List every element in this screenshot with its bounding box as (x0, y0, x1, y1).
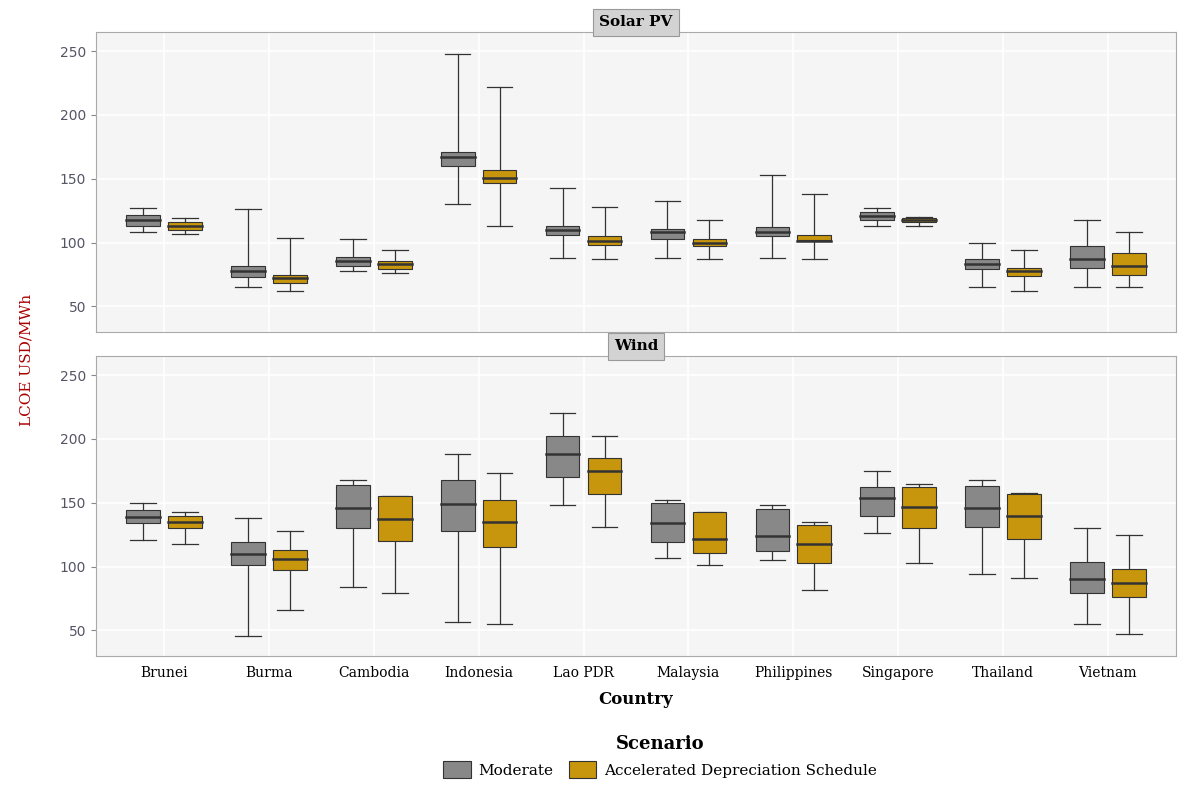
Bar (798, 235, 832, 240)
Bar (274, 550, 307, 570)
Bar (440, 480, 474, 531)
Bar (692, 239, 726, 246)
X-axis label: Country: Country (599, 691, 673, 708)
Bar (378, 261, 412, 270)
Bar (168, 515, 202, 528)
Bar (798, 525, 832, 563)
Bar (1112, 569, 1146, 598)
Bar (965, 259, 998, 270)
Bar (965, 486, 998, 527)
Bar (860, 212, 894, 220)
Bar (126, 214, 160, 226)
Bar (336, 257, 370, 266)
Bar (1070, 562, 1104, 594)
Bar (860, 487, 894, 515)
Bar (126, 510, 160, 523)
Bar (588, 236, 622, 245)
Bar (1070, 246, 1104, 268)
Bar (168, 222, 202, 230)
Legend: Moderate, Accelerated Depreciation Schedule: Moderate, Accelerated Depreciation Sched… (437, 729, 883, 784)
Title: Solar PV: Solar PV (599, 15, 673, 30)
Bar (692, 512, 726, 553)
Title: Wind: Wind (614, 339, 658, 354)
Bar (378, 497, 412, 541)
Bar (336, 485, 370, 528)
Bar (546, 437, 580, 478)
Bar (902, 218, 936, 222)
Bar (1007, 494, 1040, 538)
Bar (756, 227, 790, 236)
Bar (440, 152, 474, 166)
Bar (274, 274, 307, 283)
Bar (902, 487, 936, 528)
Bar (232, 542, 265, 566)
Bar (650, 229, 684, 239)
Bar (1112, 253, 1146, 274)
Bar (546, 226, 580, 235)
Bar (756, 509, 790, 551)
Bar (588, 458, 622, 494)
Bar (232, 266, 265, 277)
Bar (482, 500, 516, 547)
Bar (650, 503, 684, 542)
Bar (482, 170, 516, 182)
Text: LCOE USD/MWh: LCOE USD/MWh (19, 294, 34, 426)
Bar (1007, 268, 1040, 276)
